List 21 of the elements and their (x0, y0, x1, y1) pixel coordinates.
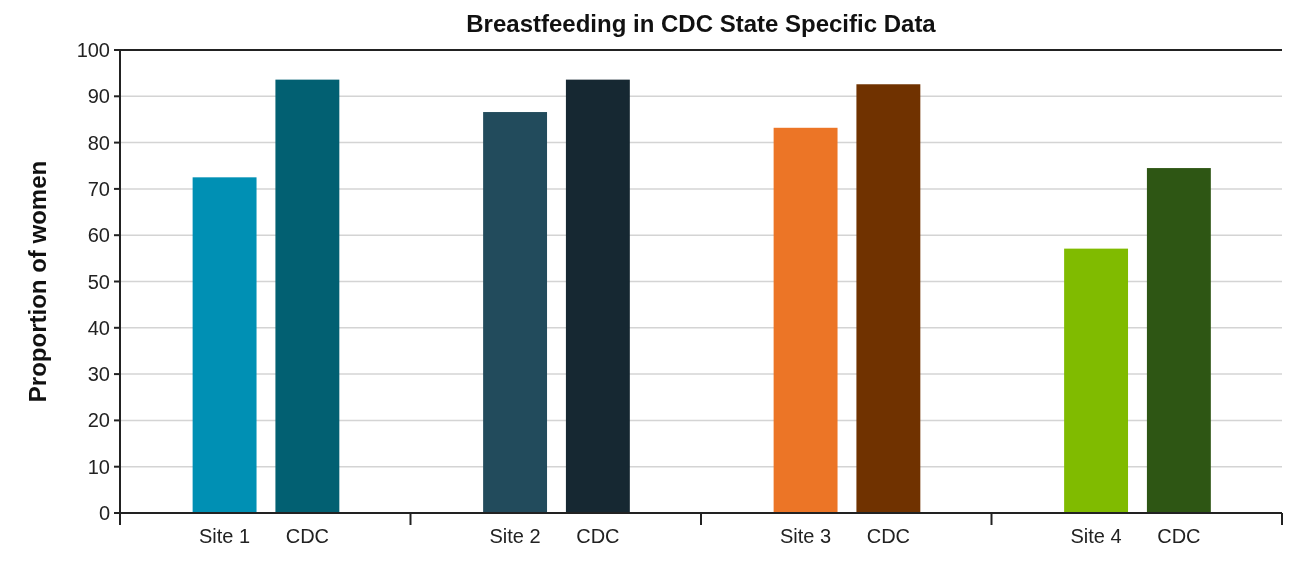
x-tick-label: Site 1 (199, 525, 251, 547)
x-tick-label: Site 3 (780, 525, 832, 547)
x-tick-label: CDC (576, 525, 620, 547)
y-axis-title: Proportion of women (24, 160, 51, 403)
y-tick-label: 10 (87, 455, 110, 478)
y-tick-label: 60 (87, 224, 110, 247)
y-tick-label: 40 (87, 316, 110, 339)
x-tick-label: Site 2 (489, 525, 541, 547)
x-tick-label: CDC (285, 525, 330, 547)
y-tick-label: 20 (87, 409, 110, 432)
y-tick-label: 70 (87, 177, 110, 200)
x-tick-label: CDC (1157, 525, 1201, 547)
y-tick-label: 100 (76, 39, 110, 61)
y-tick-label: 90 (87, 85, 110, 108)
y-tick-label: 0 (98, 502, 110, 524)
x-tick-label: CDC (866, 525, 911, 547)
y-tick-label: 50 (87, 270, 110, 293)
x-tick-label: Site 4 (1070, 525, 1122, 547)
chart-title: Breastfeeding in CDC State Specific Data (466, 10, 937, 37)
y-tick-label: 30 (87, 363, 110, 386)
y-tick-label: 80 (87, 131, 110, 154)
